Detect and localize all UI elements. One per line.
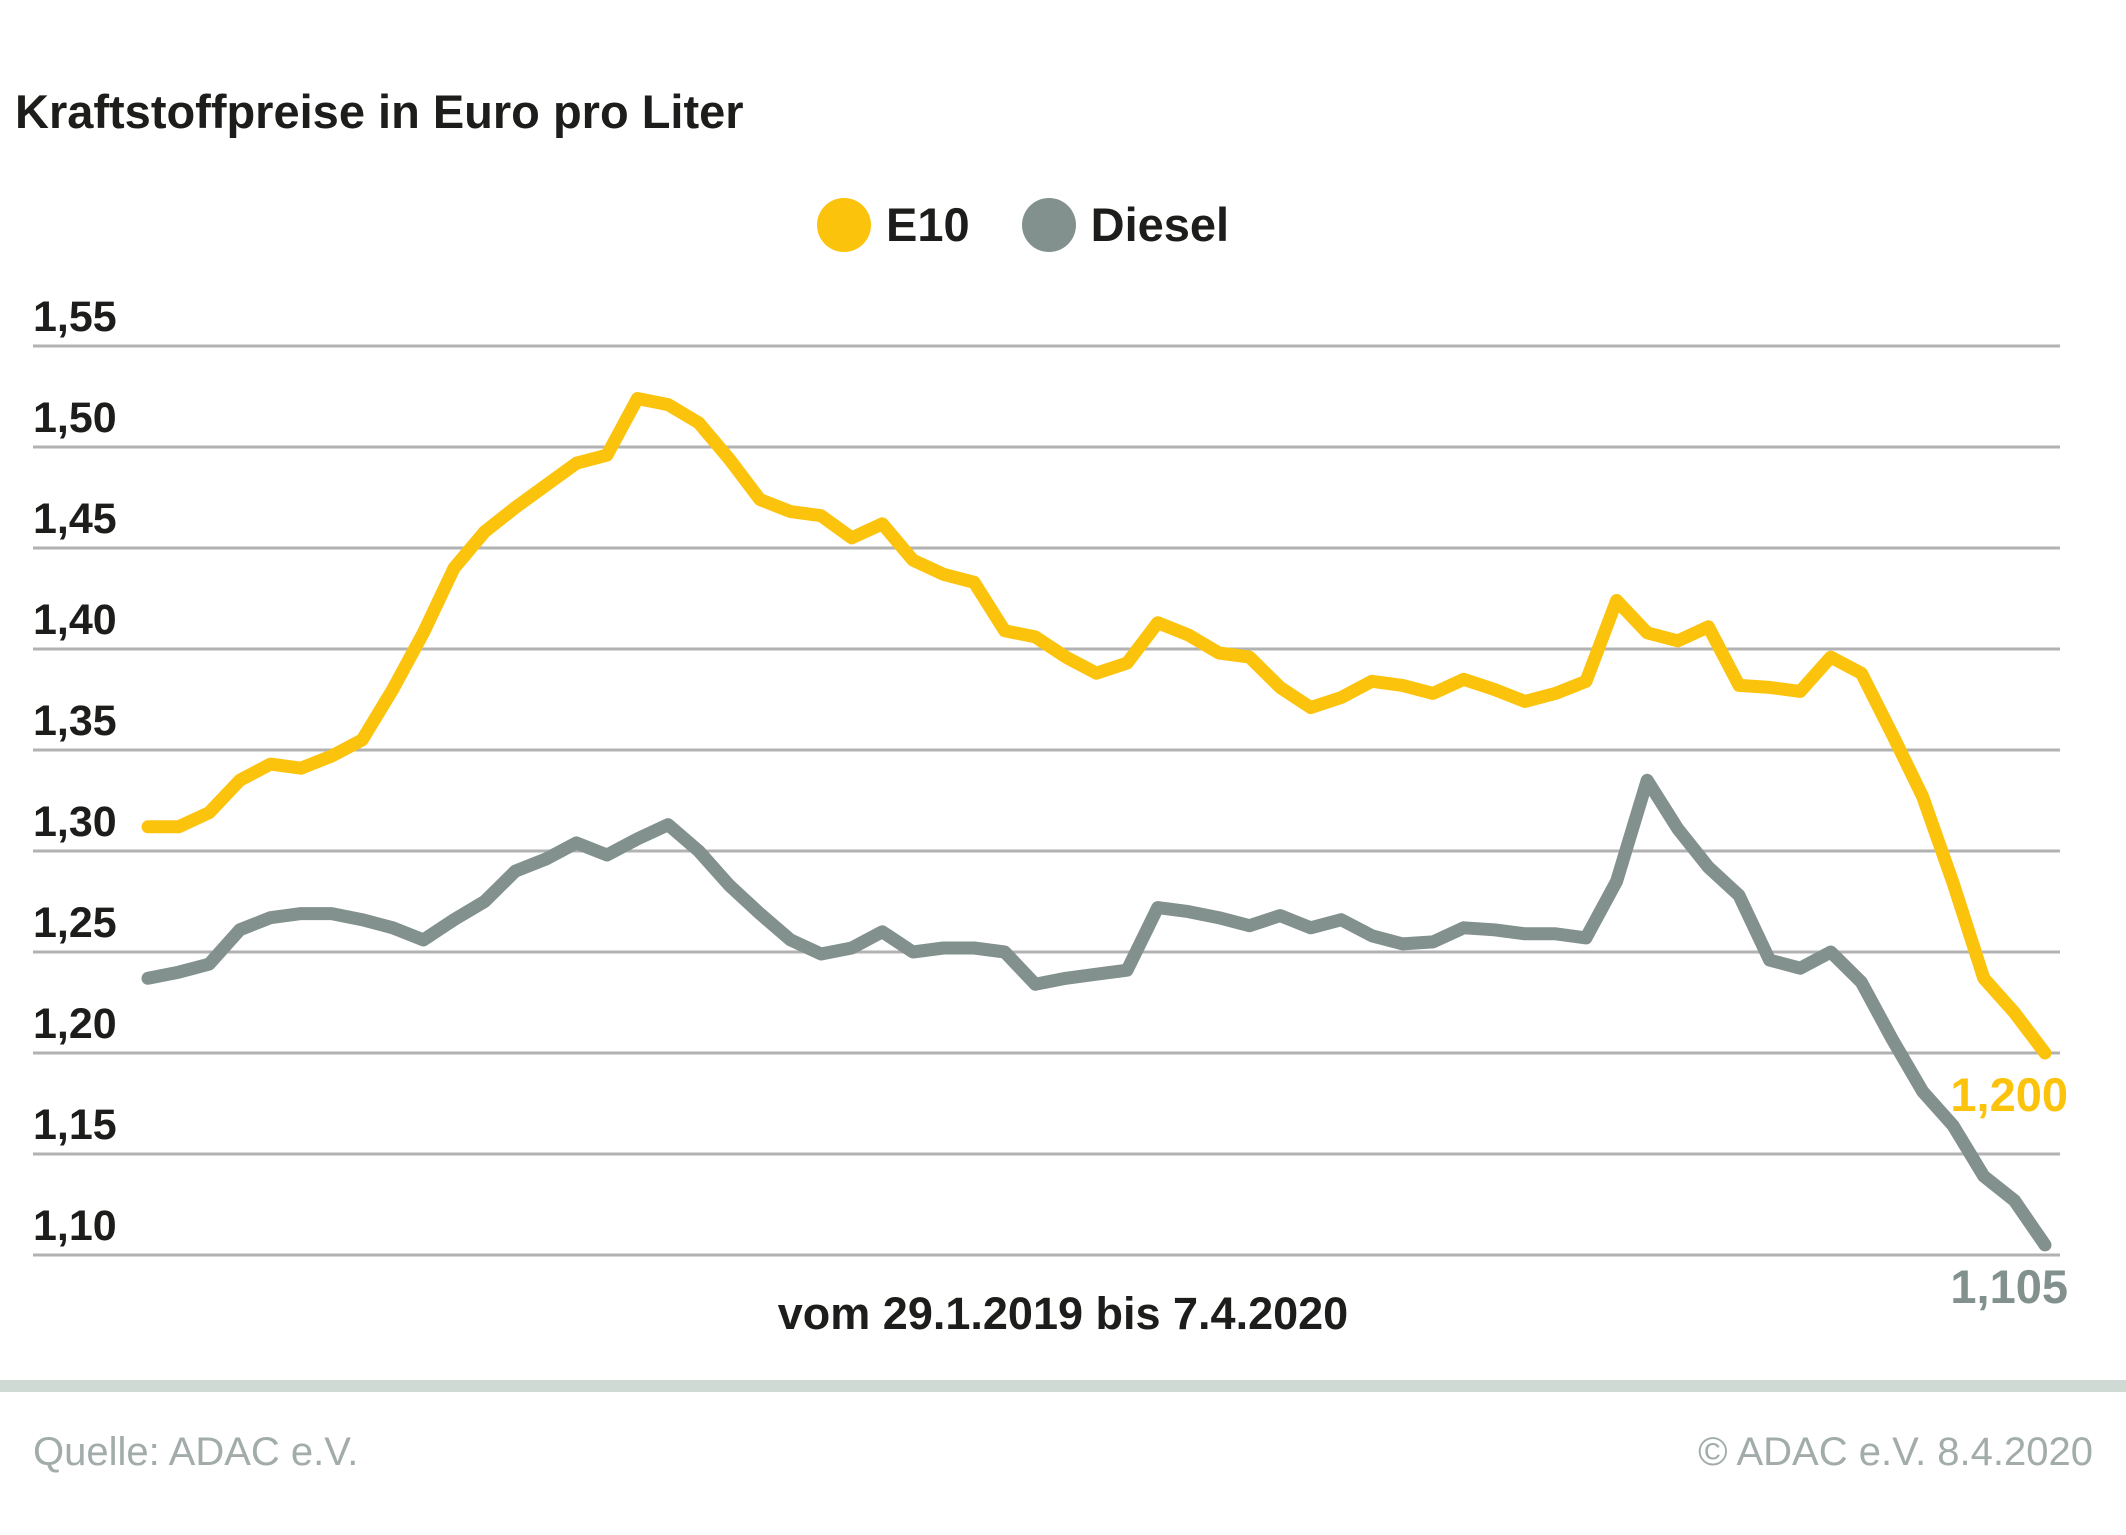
legend-label-e10: E10: [886, 198, 970, 251]
legend: E10 Diesel: [817, 198, 1229, 252]
y-tick-label: 1,25: [33, 899, 117, 947]
chart-title: Kraftstoffpreise in Euro pro Liter: [15, 85, 744, 138]
y-tick-label: 1,15: [33, 1101, 117, 1149]
legend-item-diesel: Diesel: [1021, 198, 1230, 252]
x-axis-caption: vom 29.1.2019 bis 7.4.2020: [777, 1288, 1349, 1339]
y-axis-tick-labels: 1,55 1,50 1,45 1,40 1,35 1,30 1,25 1,20 1,15 1,10: [33, 293, 117, 1250]
e10-swatch-icon: [817, 198, 871, 252]
gridlines: [33, 344, 2060, 1257]
source-note: Quelle: ADAC e.V.: [33, 1430, 359, 1474]
end-label-e10: 1,200: [1950, 1068, 2068, 1121]
y-tick-label: 1,35: [33, 697, 117, 745]
legend-label-diesel: Diesel: [1090, 198, 1230, 251]
footer-separator: [0, 1380, 2126, 1392]
series-line-e10: [141, 392, 2052, 1060]
y-tick-label: 1,10: [33, 1202, 117, 1250]
series-lines: [141, 392, 2052, 1252]
diesel-swatch-icon: [1021, 198, 1076, 252]
series-line-diesel: [141, 773, 2052, 1252]
y-tick-label: 1,40: [33, 596, 117, 644]
y-tick-label: 1,50: [33, 394, 117, 442]
legend-item-e10: E10: [817, 198, 970, 252]
y-tick-label: 1,30: [33, 798, 117, 846]
copyright-note: © ADAC e.V. 8.4.2020: [1698, 1430, 2093, 1474]
y-tick-label: 1,55: [33, 293, 117, 341]
end-label-diesel: 1,105: [1950, 1260, 2068, 1313]
y-tick-label: 1,20: [33, 1000, 117, 1048]
y-tick-label: 1,45: [33, 495, 117, 543]
series-end-labels: 1,200 1,105: [1950, 1068, 2068, 1313]
